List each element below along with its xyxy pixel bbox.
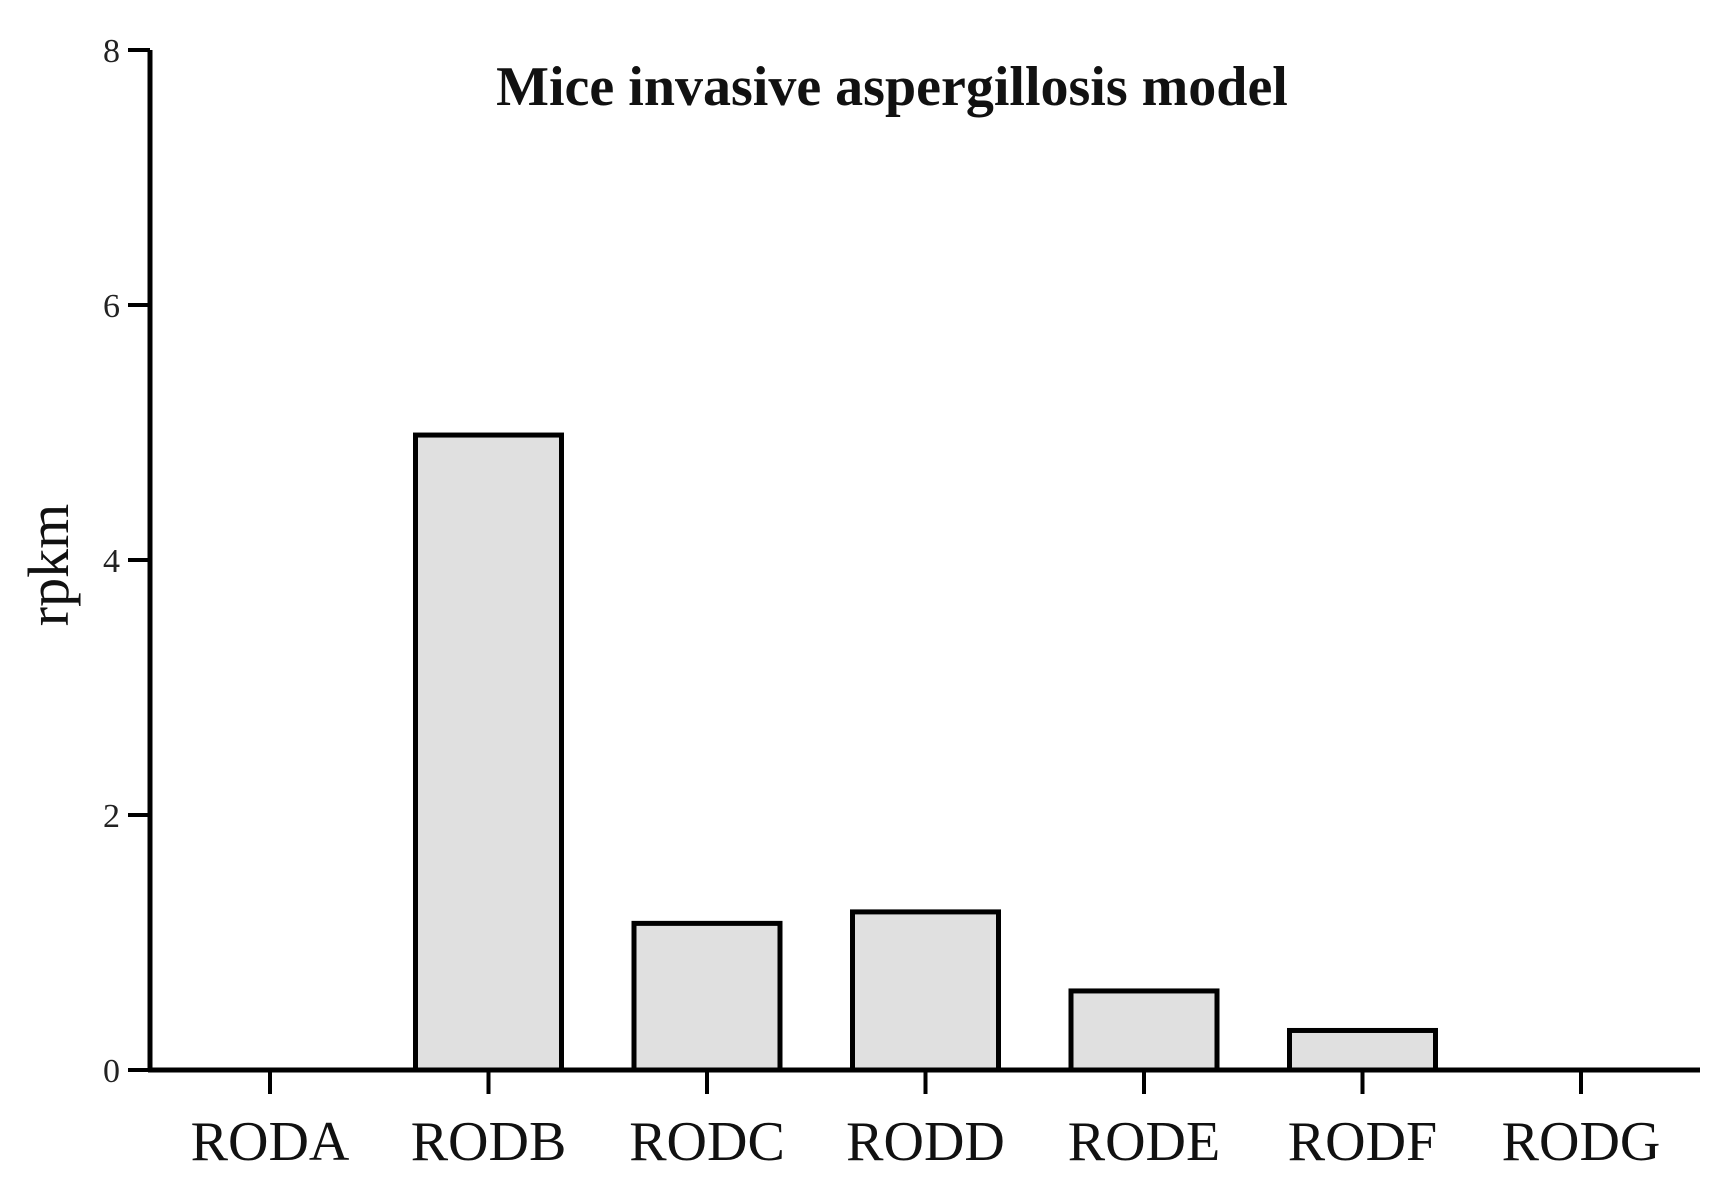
x-tick-label: RODC [629,1111,785,1173]
bar [413,432,564,1073]
bar [1287,1027,1438,1073]
x-tick-label: RODF [1288,1111,1437,1173]
y-tick-label: 4 [103,543,120,580]
bar [1068,988,1220,1073]
y-tick-label: 6 [103,288,120,325]
x-tick-label: RODB [411,1111,567,1173]
bar [850,909,1001,1073]
bars [413,432,1438,1073]
y-tick-label: 0 [103,1053,120,1090]
y-axis-title: rpkm [16,504,81,626]
x-tick-label: RODA [191,1111,350,1173]
x-tick-label: RODG [1502,1111,1661,1173]
axes [128,48,1700,1094]
labels: 0 2 4 6 8 RODA RODB RODC RODD RODE RODF RODG [103,33,1660,1173]
chart-title: Mice invasive aspergillosis model [496,56,1288,118]
x-tick-label: RODE [1068,1111,1220,1173]
y-tick-label: 8 [103,33,120,70]
bar [631,920,783,1073]
x-tick-label: RODD [846,1111,1005,1173]
y-tick-label: 2 [103,798,120,835]
